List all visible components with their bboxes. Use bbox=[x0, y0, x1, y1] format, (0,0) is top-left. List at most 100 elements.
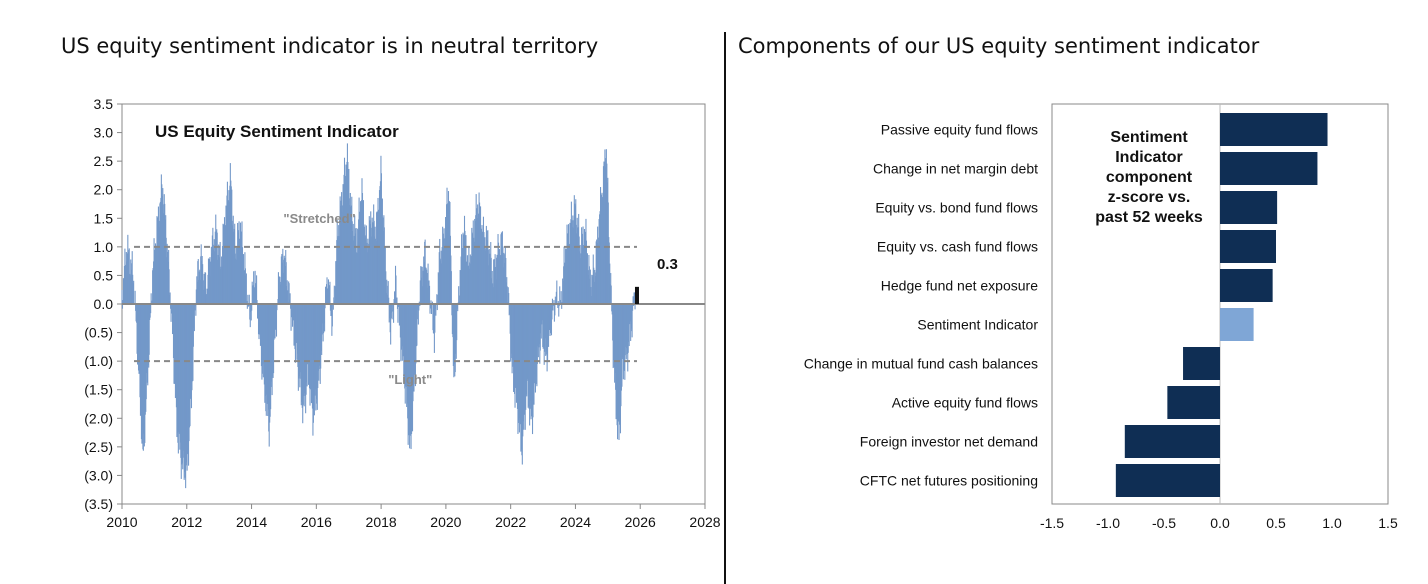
components-bar-chart: Passive equity fund flows Change in net m… bbox=[804, 103, 1398, 531]
series-bar bbox=[256, 300, 258, 304]
series-bar bbox=[393, 304, 395, 323]
x-tick-label: 2016 bbox=[301, 514, 332, 530]
series-bar bbox=[329, 281, 331, 304]
right-chart-title: Components of our US equity sentiment in… bbox=[738, 34, 1260, 58]
series-bar bbox=[251, 304, 253, 311]
series-bar bbox=[385, 271, 387, 304]
component-bar bbox=[1220, 191, 1278, 224]
component-category-label: Sentiment Indicator bbox=[917, 317, 1038, 333]
series-bar bbox=[431, 301, 433, 304]
series-bar bbox=[249, 304, 251, 328]
series-bar bbox=[553, 300, 555, 304]
series-bar bbox=[632, 304, 634, 311]
x-tick-label: 2010 bbox=[106, 514, 137, 530]
series-bar bbox=[206, 288, 208, 304]
series-bar bbox=[416, 304, 418, 320]
series-bar bbox=[121, 304, 124, 309]
component-category-label: Equity vs. bond fund flows bbox=[875, 200, 1038, 216]
component-bar bbox=[1115, 464, 1220, 497]
series-bar bbox=[548, 304, 550, 331]
y-tick-label: (2.5) bbox=[84, 439, 113, 455]
series-bar bbox=[332, 304, 334, 310]
y-tick-label: 1.0 bbox=[94, 239, 114, 255]
stretched-label: "Stretched" bbox=[283, 211, 355, 226]
series-bar bbox=[275, 304, 278, 337]
series-bar bbox=[388, 297, 390, 304]
component-bar bbox=[1220, 230, 1276, 263]
y-tick-label: 3.0 bbox=[94, 125, 114, 141]
series-bar bbox=[417, 304, 419, 325]
component-bars bbox=[1115, 113, 1328, 497]
series-bar bbox=[456, 304, 458, 341]
series-bar bbox=[150, 304, 152, 314]
series-bar bbox=[421, 266, 423, 304]
series-bar bbox=[396, 297, 398, 304]
component-category-label: Active equity fund flows bbox=[892, 395, 1038, 411]
series-bar bbox=[248, 294, 250, 304]
series-bar bbox=[506, 286, 508, 304]
y-tick-label: 1.5 bbox=[94, 210, 114, 226]
x-tick-label: 2014 bbox=[236, 514, 267, 530]
series-bar bbox=[256, 275, 258, 304]
series-bar bbox=[450, 271, 452, 304]
series-bar bbox=[150, 293, 152, 304]
series-bar bbox=[290, 304, 292, 331]
series-bar bbox=[435, 304, 437, 316]
series-bar bbox=[551, 298, 553, 304]
series-bar bbox=[250, 304, 252, 321]
series-bar bbox=[418, 301, 420, 304]
panel-divider bbox=[724, 32, 726, 584]
series-bar bbox=[285, 262, 287, 304]
component-bar bbox=[1124, 425, 1220, 458]
y-tick-label: 0.0 bbox=[94, 296, 114, 312]
x-tick-label: 2026 bbox=[625, 514, 656, 530]
series-bar bbox=[428, 285, 431, 304]
series-bar bbox=[276, 304, 278, 311]
series-bar bbox=[436, 294, 438, 304]
series-bar bbox=[205, 272, 207, 304]
series-bar bbox=[288, 283, 290, 304]
series-bar bbox=[557, 301, 559, 304]
series-bar bbox=[202, 264, 204, 304]
series-bar bbox=[429, 304, 431, 314]
series-bar bbox=[274, 304, 276, 339]
series-bar bbox=[458, 286, 460, 304]
series-bar bbox=[560, 291, 562, 304]
left-y-axis-ticks: 3.5 3.0 2.5 2.0 1.5 1.0 0.5 0.0 (0.5) (1.0) (1.5) (… bbox=[84, 96, 122, 512]
inner-chart-title: US Equity Sentiment Indicator bbox=[155, 122, 399, 141]
series-bar bbox=[148, 304, 150, 355]
x-tick-label: 0.5 bbox=[1266, 515, 1286, 531]
series-bar bbox=[590, 287, 592, 304]
latest-value-bar bbox=[634, 286, 639, 304]
component-category-label: Passive equity fund flows bbox=[881, 122, 1038, 138]
light-label: "Light" bbox=[388, 372, 432, 387]
x-tick-label: 0.0 bbox=[1210, 515, 1230, 531]
component-category-label: Change in net margin debt bbox=[873, 161, 1038, 177]
x-tick-label: 2024 bbox=[560, 514, 591, 530]
series-bar bbox=[246, 300, 248, 304]
series-bar bbox=[391, 304, 393, 320]
series-bar bbox=[557, 304, 559, 308]
x-tick-label: 2012 bbox=[171, 514, 202, 530]
x-tick-label: -1.0 bbox=[1096, 515, 1120, 531]
component-bar bbox=[1220, 113, 1328, 146]
series-bar bbox=[434, 304, 436, 333]
series-bar bbox=[194, 304, 196, 311]
x-tick-label: -1.5 bbox=[1040, 515, 1064, 531]
series-bar bbox=[551, 304, 553, 320]
series-bar bbox=[589, 269, 591, 304]
y-tick-label: (3.5) bbox=[84, 496, 113, 512]
y-tick-label: (3.0) bbox=[84, 467, 113, 483]
series-bar bbox=[554, 304, 556, 316]
series-bar bbox=[634, 304, 636, 310]
series-bar bbox=[246, 304, 248, 309]
component-category-label: Hedge fund net exposure bbox=[881, 278, 1038, 294]
x-tick-label: 2028 bbox=[689, 514, 720, 530]
component-category-label: Equity vs. cash fund flows bbox=[877, 239, 1038, 255]
series-bar bbox=[333, 285, 335, 304]
series-bar bbox=[634, 292, 636, 304]
component-category-label: Foreign investor net demand bbox=[860, 434, 1038, 450]
x-tick-label: -0.5 bbox=[1152, 515, 1176, 531]
y-tick-label: (1.5) bbox=[84, 382, 113, 398]
